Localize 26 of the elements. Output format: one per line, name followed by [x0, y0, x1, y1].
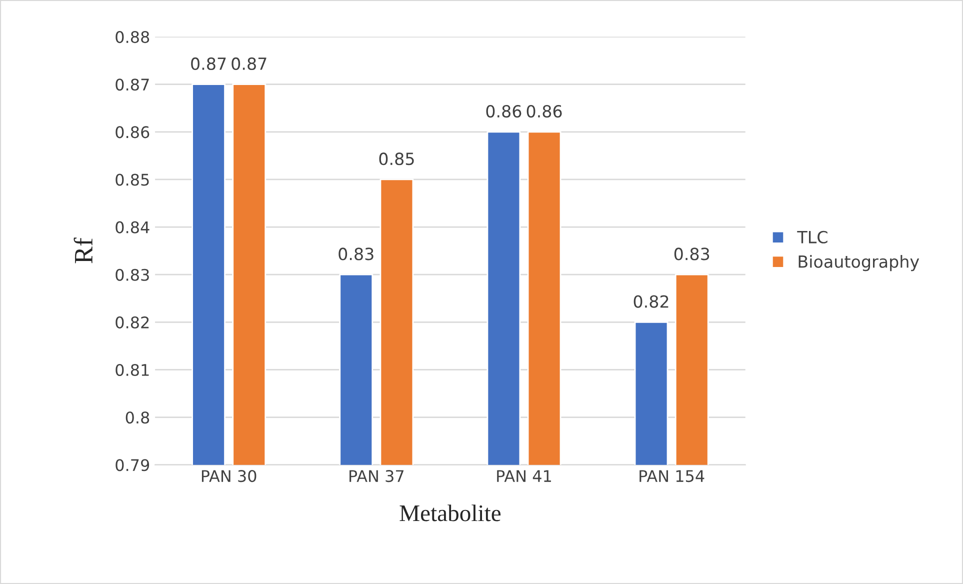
legend-label: TLC [797, 230, 828, 244]
y-tick-label: 0.83 [116, 268, 149, 281]
data-label: 0.86 [486, 104, 522, 118]
y-tick-label: 0.86 [116, 126, 150, 138]
x-tick-label: PAN 154 [640, 470, 704, 482]
y-tick-label: 0.81 [116, 364, 149, 376]
y-tick-label: 0.79 [116, 459, 150, 472]
data-label: 0.87 [191, 57, 226, 70]
data-label: 0.86 [526, 104, 562, 118]
legend-label: Bioautography [798, 254, 920, 272]
y-tick-label: 0.85 [116, 174, 149, 186]
data-label: 0.83 [674, 248, 710, 260]
y-tick-label: 0.8 [126, 412, 150, 424]
x-tick-label: PAN 30 [202, 470, 256, 482]
data-label: 0.85 [379, 152, 414, 166]
x-tick-label: PAN 41 [497, 470, 551, 482]
x-axis-title: Metabolite [400, 504, 501, 522]
y-tick-label: 0.88 [116, 31, 150, 44]
y-tick-label: 0.82 [116, 316, 149, 328]
x-tick-label: PAN 37 [350, 470, 404, 482]
y-axis-title: Rf [74, 238, 92, 264]
data-label: 0.87 [232, 57, 266, 70]
data-label: 0.83 [338, 248, 374, 260]
y-tick-label: 0.84 [116, 221, 150, 234]
data-label: 0.82 [634, 295, 668, 308]
y-tick-label: 0.87 [116, 78, 149, 91]
